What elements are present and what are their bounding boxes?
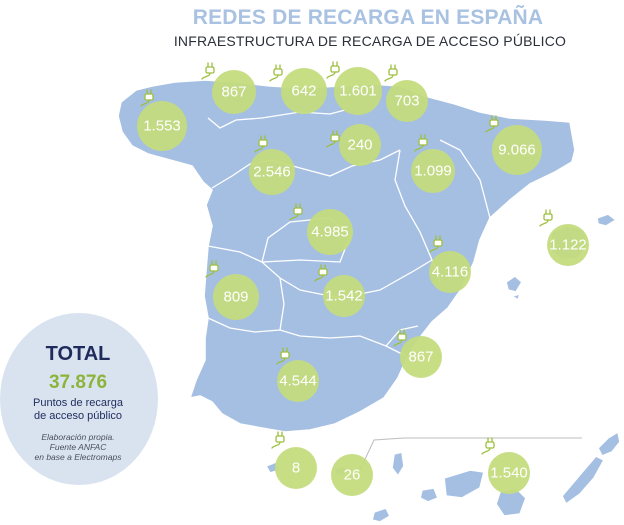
region-galicia[interactable]: 1.553 <box>137 101 187 151</box>
region-asturias[interactable]: 867 <box>212 70 256 114</box>
region-ceuta[interactable]: 8 <box>275 447 317 489</box>
region-andalucia[interactable]: 4.544 <box>277 360 319 402</box>
region-count: 1.122 <box>549 237 587 254</box>
region-count: 2.546 <box>253 164 291 181</box>
region-count: 1.542 <box>325 288 363 305</box>
region-count: 809 <box>223 289 248 306</box>
region-baleares[interactable]: 1.122 <box>547 224 589 266</box>
plug-icon <box>384 64 398 82</box>
map-subtitle: INFRAESTRUCTURA DE RECARGA DE ACCESO PÚB… <box>173 33 567 49</box>
el-hierro <box>371 507 391 523</box>
region-castilla-la-mancha[interactable]: 1.542 <box>323 275 365 317</box>
region-cataluna[interactable]: 9.066 <box>492 125 542 175</box>
region-count: 867 <box>408 349 433 366</box>
region-count: 240 <box>347 137 372 154</box>
total-label: TOTAL <box>45 343 111 365</box>
region-count: 4.116 <box>432 264 468 281</box>
region-count: 26 <box>344 467 361 484</box>
region-count: 642 <box>291 83 316 100</box>
region-castilla-leon[interactable]: 2.546 <box>249 149 295 195</box>
formentera <box>511 293 521 301</box>
plug-icon <box>271 431 285 449</box>
menorca <box>596 213 617 227</box>
map-title: REDES DE RECARGA EN ESPAÑA <box>192 6 544 29</box>
region-count: 1.601 <box>339 83 377 100</box>
total-value: 37.876 <box>48 372 108 393</box>
region-murcia[interactable]: 867 <box>400 336 442 378</box>
total-caption: Puntos de recarga de acceso público <box>33 397 123 422</box>
tenerife <box>443 469 485 499</box>
region-count: 8 <box>292 460 300 477</box>
plug-icon <box>201 62 215 80</box>
region-aragon[interactable]: 1.099 <box>411 149 455 193</box>
plug-icon <box>269 64 283 82</box>
plug-icon <box>326 61 340 79</box>
fuerteventura <box>561 455 605 505</box>
region-canarias[interactable]: 1.540 <box>488 452 530 494</box>
region-count: 1.553 <box>143 118 181 135</box>
region-pais-vasco[interactable]: 1.601 <box>334 67 382 115</box>
region-count: 4.985 <box>311 224 349 241</box>
region-extremadura[interactable]: 809 <box>213 274 259 320</box>
region-count: 9.066 <box>498 142 536 159</box>
region-la-rioja[interactable]: 240 <box>339 124 381 166</box>
region-count: 4.544 <box>279 373 317 390</box>
region-madrid[interactable]: 4.985 <box>307 209 353 255</box>
lanzarote <box>597 431 621 457</box>
region-count: 1.099 <box>414 163 452 180</box>
region-navarra[interactable]: 703 <box>386 80 428 122</box>
ibiza <box>505 275 523 293</box>
region-melilla[interactable]: 26 <box>331 454 373 496</box>
region-comunidad-valenciana[interactable]: 4.116 <box>429 251 471 293</box>
la-gomera <box>419 487 439 503</box>
region-count: 867 <box>221 84 246 101</box>
region-cantabria[interactable]: 642 <box>281 68 327 114</box>
total-panel <box>0 313 158 485</box>
plug-icon <box>481 437 495 455</box>
canarias-inset-frame <box>359 437 582 471</box>
plug-icon <box>539 209 553 227</box>
region-count: 703 <box>394 93 419 110</box>
source-note: Elaboración propia. Fuente ANFAC en base… <box>34 432 122 462</box>
region-count: 1.540 <box>490 465 528 482</box>
la-palma <box>391 451 405 477</box>
